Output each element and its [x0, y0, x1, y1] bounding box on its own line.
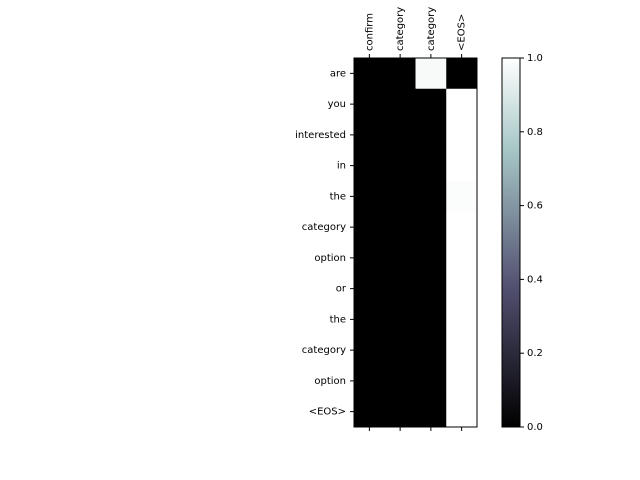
- heatmap-cell: [446, 273, 478, 305]
- heatmap-cell: [446, 304, 478, 336]
- heatmap-cell: [384, 211, 416, 243]
- y-tick-label: category: [302, 345, 346, 356]
- y-tick-label: interested: [295, 130, 346, 141]
- heatmap-cell: [415, 304, 447, 336]
- colorbar: [501, 57, 521, 428]
- heatmap-cell: [446, 88, 478, 120]
- y-tick-label: are: [330, 68, 346, 79]
- heatmap-cell: [384, 396, 416, 428]
- heatmap-cell: [384, 88, 416, 120]
- heatmap-frame: [353, 57, 478, 428]
- heatmap-cell: [415, 365, 447, 397]
- heatmap-cell: [354, 242, 386, 274]
- heatmap-cells: [354, 58, 478, 428]
- colorbar-tick-label: 0.2: [527, 348, 543, 359]
- heatmap-cell: [415, 88, 447, 120]
- heatmap-cell: [446, 119, 478, 151]
- heatmap-cell: [354, 119, 386, 151]
- heatmap-cell: [384, 304, 416, 336]
- heatmap-cell: [384, 150, 416, 182]
- y-tick-label: the: [330, 191, 346, 202]
- heatmap-cell: [446, 365, 478, 397]
- heatmap-cell: [415, 119, 447, 151]
- heatmap-cell: [384, 242, 416, 274]
- y-tick-label: or: [336, 284, 347, 295]
- heatmap-cell: [384, 119, 416, 151]
- y-tick-label: category: [302, 222, 346, 233]
- x-tick-label: category: [426, 7, 437, 51]
- heatmap-cell: [354, 211, 386, 243]
- colorbar-tick-label: 1.0: [527, 53, 543, 64]
- heatmap-cell: [415, 150, 447, 182]
- heatmap-cell: [354, 396, 386, 428]
- heatmap-cell: [384, 58, 416, 90]
- x-axis-ticks: confirm category category <EOS>: [364, 7, 468, 431]
- heatmap-cell: [415, 273, 447, 305]
- heatmap-cell: [384, 365, 416, 397]
- heatmap-cell: [415, 396, 447, 428]
- heatmap-cell: [446, 334, 478, 366]
- x-tick-label: confirm: [364, 13, 375, 51]
- colorbar-tick-label: 0.4: [527, 274, 543, 285]
- y-tick-label: you: [328, 99, 346, 110]
- colorbar-tick-label: 0.6: [527, 201, 543, 212]
- heatmap-cell: [354, 273, 386, 305]
- heatmap-cell: [354, 181, 386, 213]
- heatmap-cell: [415, 181, 447, 213]
- heatmap-cell: [384, 273, 416, 305]
- heatmap-cell: [415, 242, 447, 274]
- heatmap-cell: [415, 211, 447, 243]
- heatmap-cell: [446, 242, 478, 274]
- heatmap-cell: [354, 365, 386, 397]
- heatmap-cell: [446, 150, 478, 182]
- heatmap-cell: [446, 396, 478, 428]
- x-tick-label: category: [395, 7, 406, 51]
- y-tick-label: <EOS>: [309, 407, 346, 418]
- colorbar-tick-label: 0.8: [527, 127, 543, 138]
- heatmap-cell: [354, 88, 386, 120]
- heatmap-cell: [446, 211, 478, 243]
- colorbar-tick-label: 0.0: [527, 422, 543, 433]
- heatmap-cell: [354, 334, 386, 366]
- heatmap-cell: [354, 58, 386, 90]
- heatmap-cell: [384, 181, 416, 213]
- heatmap-cell: [446, 181, 478, 213]
- y-tick-label: option: [314, 253, 346, 264]
- y-tick-label: in: [337, 161, 346, 172]
- y-axis-ticks: are you interested in the category option or the…: [295, 68, 354, 418]
- heatmap-cell: [415, 334, 447, 366]
- heatmap-cell: [354, 150, 386, 182]
- heatmap-cell: [415, 58, 447, 90]
- heatmap-cell: [354, 304, 386, 336]
- heatmap-cell: [384, 334, 416, 366]
- colorbar-ticks: 0.0 0.2 0.4 0.6 0.8 1.0: [520, 53, 543, 433]
- heatmap-cell: [446, 58, 478, 90]
- x-tick-label: <EOS>: [457, 14, 468, 51]
- y-tick-label: option: [314, 376, 346, 387]
- y-tick-label: the: [330, 314, 346, 325]
